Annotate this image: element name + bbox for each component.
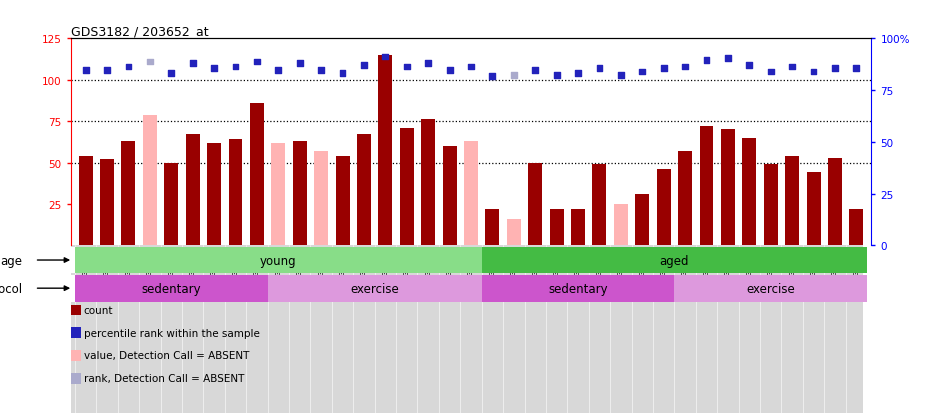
Bar xyxy=(464,142,478,246)
Point xyxy=(785,64,800,71)
Bar xyxy=(315,152,328,246)
Bar xyxy=(122,142,136,246)
Text: value, Detection Call = ABSENT: value, Detection Call = ABSENT xyxy=(84,351,250,361)
Bar xyxy=(443,147,457,246)
Point xyxy=(250,59,265,66)
Bar xyxy=(657,170,671,246)
Text: protocol: protocol xyxy=(0,282,23,295)
Bar xyxy=(571,209,585,246)
Bar xyxy=(143,115,156,246)
Point xyxy=(335,71,350,77)
Bar xyxy=(700,127,713,246)
Point xyxy=(677,64,692,71)
Point xyxy=(806,69,821,76)
Bar xyxy=(674,275,867,302)
Bar xyxy=(268,275,481,302)
Bar xyxy=(806,173,820,246)
Bar xyxy=(379,56,392,246)
Text: age: age xyxy=(1,254,23,267)
Bar xyxy=(399,128,414,246)
Point xyxy=(399,64,414,71)
Bar xyxy=(742,138,756,246)
Point xyxy=(571,71,586,77)
Point xyxy=(699,57,714,64)
Point xyxy=(463,64,479,71)
Bar xyxy=(614,204,627,246)
Text: exercise: exercise xyxy=(350,282,399,295)
Point xyxy=(741,62,756,69)
Point xyxy=(356,62,371,69)
Bar xyxy=(357,135,371,246)
Point xyxy=(121,64,136,71)
Point xyxy=(592,66,607,72)
Bar xyxy=(100,160,114,246)
Bar xyxy=(335,157,349,246)
Point xyxy=(270,67,285,74)
Point xyxy=(549,72,564,79)
Point xyxy=(827,66,842,72)
Bar xyxy=(186,135,200,246)
Point xyxy=(378,54,393,61)
Bar xyxy=(507,219,521,246)
Bar xyxy=(481,275,674,302)
Bar xyxy=(721,130,735,246)
Text: sedentary: sedentary xyxy=(548,282,608,295)
Point xyxy=(314,67,329,74)
Bar xyxy=(75,275,268,302)
Bar xyxy=(293,142,307,246)
Text: young: young xyxy=(260,254,297,267)
Point xyxy=(442,67,457,74)
Bar xyxy=(207,143,221,246)
Point xyxy=(206,66,221,72)
Text: sedentary: sedentary xyxy=(141,282,201,295)
Bar xyxy=(271,143,285,246)
Point xyxy=(228,64,243,71)
Bar xyxy=(164,163,178,246)
Point xyxy=(100,67,115,74)
Bar xyxy=(850,209,863,246)
Point xyxy=(292,61,307,67)
Text: rank, Detection Call = ABSENT: rank, Detection Call = ABSENT xyxy=(84,373,244,383)
Point xyxy=(186,61,201,67)
Point xyxy=(78,67,93,74)
Point xyxy=(849,66,864,72)
Bar xyxy=(75,247,481,274)
Point xyxy=(657,66,672,72)
Point xyxy=(485,74,500,81)
Bar xyxy=(764,165,778,246)
Point xyxy=(635,69,650,76)
Point xyxy=(721,56,736,62)
Point xyxy=(763,69,778,76)
Point xyxy=(142,59,157,66)
Bar xyxy=(481,247,867,274)
Bar xyxy=(828,158,842,246)
Point xyxy=(164,71,179,77)
Bar xyxy=(678,152,692,246)
Point xyxy=(613,72,628,79)
Bar xyxy=(250,104,264,246)
Text: count: count xyxy=(84,305,113,315)
Bar xyxy=(421,120,435,246)
Bar xyxy=(229,140,242,246)
Point xyxy=(506,72,521,79)
Bar xyxy=(79,157,92,246)
Bar xyxy=(485,209,499,246)
Text: GDS3182 / 203652_at: GDS3182 / 203652_at xyxy=(71,25,208,38)
Point xyxy=(421,61,436,67)
Bar xyxy=(528,163,543,246)
Bar xyxy=(593,165,607,246)
Text: aged: aged xyxy=(659,254,690,267)
Point xyxy=(528,67,543,74)
Bar xyxy=(550,209,563,246)
Bar xyxy=(786,157,799,246)
Text: percentile rank within the sample: percentile rank within the sample xyxy=(84,328,260,338)
Text: exercise: exercise xyxy=(746,282,795,295)
Bar xyxy=(635,195,649,246)
